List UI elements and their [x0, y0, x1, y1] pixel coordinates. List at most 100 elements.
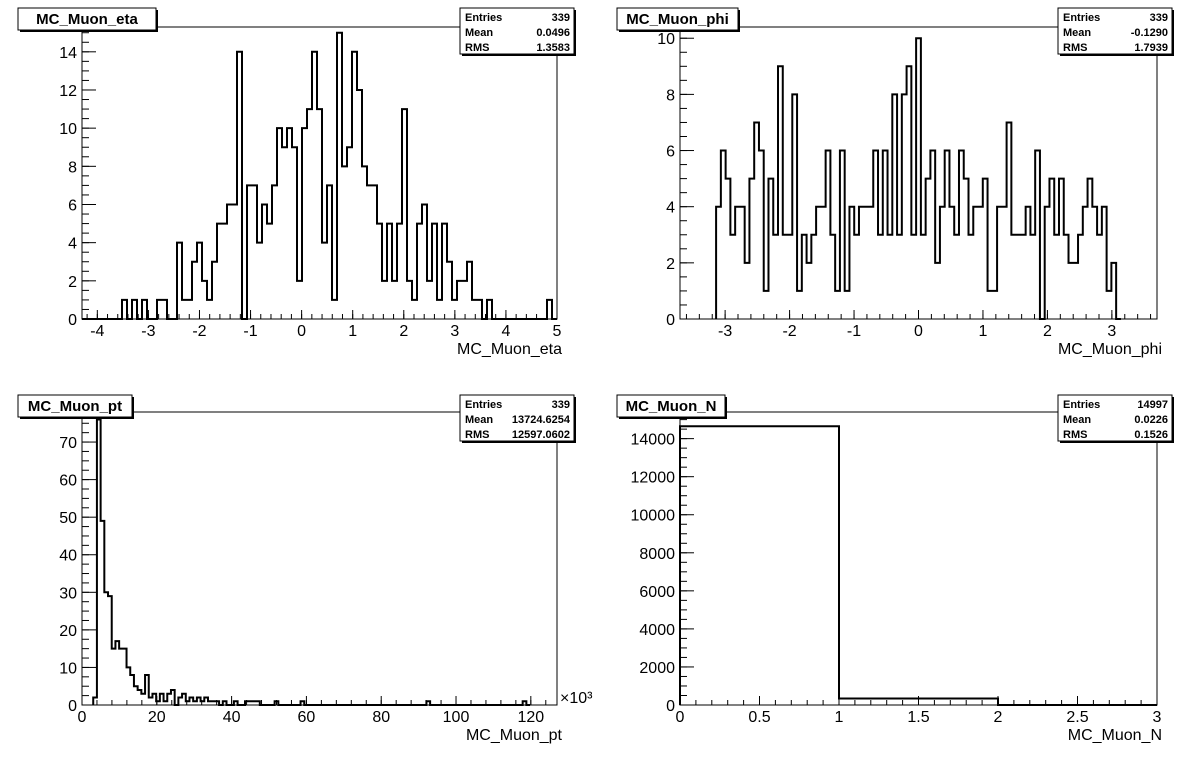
y-tick-label: 10 [59, 121, 77, 138]
histogram-bin [282, 147, 287, 319]
x-tick-label: 5 [553, 323, 562, 340]
histogram-bin [854, 235, 859, 319]
histogram-line [92, 418, 531, 706]
title-box [17, 7, 157, 31]
stats-key: RMS [1063, 42, 1087, 54]
x-tick-label: 2 [994, 709, 1003, 726]
stats-box [1057, 7, 1173, 55]
y-tick-label: 0 [68, 698, 77, 715]
x-tick-label: 40 [223, 709, 241, 726]
histogram-bin [888, 235, 893, 319]
histogram-bin [149, 697, 153, 705]
histogram-bin [1002, 207, 1007, 319]
histogram-bin [1073, 263, 1078, 319]
histogram-bin [878, 235, 883, 319]
histogram-bin [382, 281, 387, 319]
x-tick-label: 60 [298, 709, 316, 726]
y-tick-label: 50 [59, 510, 77, 527]
x-tick-label: 0 [914, 323, 923, 340]
histogram-bin [307, 109, 312, 319]
histogram-bin [437, 300, 442, 319]
stats-key: RMS [465, 429, 489, 441]
histogram-bin [427, 281, 432, 319]
histogram-bin [868, 207, 873, 319]
y-tick-label: 20 [59, 623, 77, 640]
x-tick-label: -2 [782, 323, 796, 340]
x-tick-label: 2 [399, 323, 408, 340]
stats-key: Entries [1063, 399, 1100, 411]
y-tick-label: 2 [666, 256, 675, 273]
histogram-line [82, 31, 557, 320]
histogram-bin [911, 235, 916, 319]
y-tick-label: 6 [68, 197, 77, 214]
histogram-bin [773, 235, 778, 319]
y-tick-label: 4 [666, 200, 675, 217]
stats-key: Mean [465, 414, 493, 426]
panel-pt: 0 10 20 30 40 50 60 70 0 20 40 60 80 100 120 ×10³ MC_Muo… [17, 394, 593, 744]
x-tick-label: -4 [90, 323, 104, 340]
histogram-bin [954, 235, 959, 319]
histogram-bin [367, 185, 372, 319]
histogram-bin [392, 281, 397, 319]
histogram-bin [322, 243, 327, 319]
stats-value: 14997 [1137, 399, 1168, 411]
chart-title: MC_Muon_eta [36, 11, 138, 28]
histogram-bin [730, 235, 735, 319]
histogram-bin [845, 291, 850, 319]
histogram-line [679, 425, 1157, 706]
stats-key: Mean [1063, 27, 1091, 39]
y-tick-label: 0 [666, 312, 675, 329]
stats-box [459, 394, 575, 442]
histogram-bin [141, 694, 145, 705]
x-axis-label: MC_Muon_pt [466, 727, 563, 744]
histogram-bin [119, 649, 123, 705]
histogram-bin [821, 207, 826, 319]
histogram-bin [115, 641, 119, 705]
stats-key: Entries [465, 12, 502, 24]
x-tick-label: 80 [372, 709, 390, 726]
x-tick-label: 2 [1043, 323, 1052, 340]
stats-value: 0.1526 [1134, 429, 1168, 441]
y-tick-label: 2000 [639, 660, 675, 677]
x-tick-label: 0 [676, 709, 685, 726]
histogram-bin [797, 291, 802, 319]
histogram-bin [835, 291, 840, 319]
x-tick-label: -1 [847, 323, 861, 340]
y-tick-label: 0 [666, 698, 675, 715]
histogram-bin [452, 300, 457, 319]
histogram-bin [347, 147, 352, 319]
histogram-bin [978, 207, 983, 319]
histogram-bin [988, 291, 993, 319]
chart-title: MC_Muon_pt [28, 398, 122, 415]
stats-key: Mean [465, 27, 493, 39]
stats-key: Mean [1063, 414, 1091, 426]
x-tick-label: 1 [348, 323, 357, 340]
y-tick-label: 60 [59, 473, 77, 490]
histogram-bin [864, 207, 869, 319]
panel-n: 0 2000 4000 6000 8000 10000 12000 14000 0 0.5 1 1.5… [616, 394, 1174, 744]
stats-key: Entries [465, 399, 502, 411]
histogram-bin [992, 291, 997, 319]
y-tick-label: 6000 [639, 584, 675, 601]
histogram-bin [232, 204, 237, 319]
x-exponent-label: ×10³ [560, 690, 593, 707]
title-box [17, 394, 133, 418]
x-axis-label: MC_Muon_eta [457, 341, 562, 358]
histogram-bin [1054, 235, 1059, 319]
x-axis-label: MC_Muon_N [1068, 727, 1162, 744]
stats-value: 0.0226 [1134, 414, 1168, 426]
histogram-bin [182, 300, 187, 319]
histogram-bin [935, 263, 940, 319]
title-box [616, 7, 739, 31]
stats-value: -0.1290 [1131, 27, 1168, 39]
y-tick-label: 8 [666, 87, 675, 104]
x-tick-label: 0 [78, 709, 87, 726]
histogram-bin [472, 300, 477, 319]
y-tick-label: 4000 [639, 622, 675, 639]
histogram-bin [764, 291, 769, 319]
plot-frame [81, 411, 558, 706]
y-tick-label: 0 [68, 312, 77, 329]
y-tick-label: 14 [59, 45, 77, 62]
y-tick-label: 8 [68, 159, 77, 176]
